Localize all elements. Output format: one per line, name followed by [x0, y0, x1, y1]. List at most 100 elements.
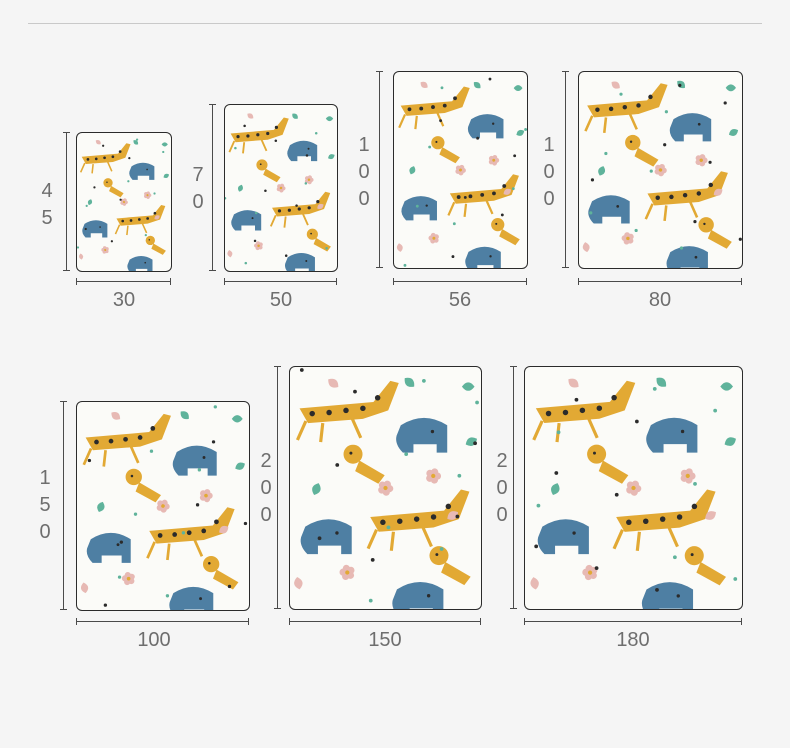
- dot-decoration: [211, 440, 216, 444]
- dot-decoration: [439, 119, 443, 123]
- dot-decoration: [87, 458, 92, 463]
- leaf-shape: [713, 188, 723, 196]
- dot-decoration: [77, 246, 80, 249]
- elephant-shape: [467, 114, 504, 139]
- dot-decoration: [304, 182, 308, 185]
- giraffe-shape: [82, 413, 171, 467]
- animal-pattern: [582, 80, 742, 268]
- leaf-shape: [396, 243, 403, 252]
- dot-decoration: [153, 192, 156, 195]
- dot-decoration: [664, 110, 668, 114]
- leaf-shape: [705, 511, 716, 520]
- dot-decoration: [511, 187, 515, 191]
- leaf-shape: [79, 253, 84, 260]
- dot-decoration: [110, 240, 114, 243]
- height-dimension-line: [510, 366, 517, 609]
- height-dimension-line: [562, 71, 569, 268]
- dot-decoration: [473, 441, 477, 446]
- dot-decoration: [451, 255, 455, 258]
- leaf-shape: [568, 378, 579, 388]
- elephant-shape: [646, 417, 698, 453]
- leaf-shape: [611, 81, 620, 89]
- dot-decoration: [652, 386, 657, 391]
- dot-decoration: [149, 449, 154, 453]
- flower-shape: [101, 246, 109, 254]
- leaf-shape: [677, 80, 685, 89]
- dot-decoration: [135, 138, 139, 141]
- giraffe-shape: [366, 489, 470, 551]
- dot-decoration: [604, 151, 608, 156]
- dot-decoration: [594, 566, 599, 571]
- dot-decoration: [663, 143, 667, 147]
- leaf-shape: [328, 154, 335, 160]
- giraffe-shape: [644, 171, 728, 221]
- lion-shape: [429, 546, 471, 586]
- dot-decoration: [103, 603, 108, 607]
- elephant-shape: [396, 417, 448, 453]
- leaf-shape: [161, 142, 168, 147]
- dot-decoration: [274, 139, 278, 142]
- dot-decoration: [634, 228, 638, 233]
- elephant-shape: [172, 445, 217, 476]
- dot-decoration: [738, 237, 742, 241]
- dot-decoration: [213, 405, 217, 409]
- leaf-shape: [724, 437, 736, 446]
- elephant-shape: [129, 162, 155, 180]
- flower-shape: [455, 164, 466, 176]
- width-label: 180: [616, 629, 650, 651]
- flower-shape: [428, 232, 439, 244]
- height-dimension-line: [209, 104, 216, 271]
- giraffe-shape: [228, 117, 289, 154]
- height-dimension-line: [376, 71, 383, 268]
- dot-decoration: [119, 198, 122, 201]
- dot-decoration: [733, 577, 738, 581]
- lion-shape: [431, 136, 460, 164]
- leaf-shape: [97, 501, 105, 513]
- dot-decoration: [102, 144, 105, 147]
- dot-decoration: [299, 368, 304, 372]
- flower-shape: [144, 191, 152, 199]
- animal-pattern: [396, 77, 527, 268]
- lion-shape: [202, 555, 239, 590]
- leaf-shape: [87, 199, 93, 206]
- rug-size-50x70: [224, 104, 338, 272]
- flower-shape: [488, 154, 500, 166]
- leaf-shape: [720, 382, 733, 391]
- dot-decoration: [243, 124, 246, 128]
- dot-decoration: [463, 195, 467, 199]
- lion-shape: [125, 468, 162, 503]
- dot-decoration: [422, 378, 426, 383]
- dot-decoration: [305, 154, 309, 157]
- width-label: 100: [137, 629, 171, 651]
- dot-decoration: [452, 222, 456, 226]
- leaf-shape: [312, 483, 321, 495]
- dot-decoration: [415, 204, 419, 208]
- height-label: 7 0: [192, 164, 204, 213]
- leaf-shape: [530, 577, 539, 590]
- elephant-shape: [666, 246, 708, 268]
- dot-decoration: [693, 220, 697, 224]
- height-label: 2 0 0: [260, 450, 272, 526]
- elephant-shape: [392, 582, 444, 609]
- dot-decoration: [428, 145, 432, 149]
- dot-decoration: [619, 92, 623, 96]
- elephant-shape: [537, 519, 589, 555]
- lion-shape: [103, 178, 124, 198]
- dot-decoration: [404, 452, 409, 456]
- dot-decoration: [590, 178, 595, 182]
- width-label: 150: [368, 629, 402, 651]
- leaf-shape: [80, 582, 89, 594]
- dot-decoration: [254, 211, 258, 215]
- leaf-shape: [237, 184, 243, 192]
- dot-decoration: [574, 397, 579, 402]
- dot-decoration: [455, 514, 460, 519]
- dot-decoration: [127, 180, 130, 183]
- dot-decoration: [335, 463, 340, 467]
- flower-shape: [121, 572, 135, 586]
- leaf-shape: [728, 129, 739, 136]
- width-dimension-line: [393, 278, 527, 285]
- animal-pattern: [530, 377, 738, 609]
- elephant-shape: [127, 255, 153, 271]
- lion-shape: [491, 218, 520, 246]
- width-label: 56: [448, 289, 472, 311]
